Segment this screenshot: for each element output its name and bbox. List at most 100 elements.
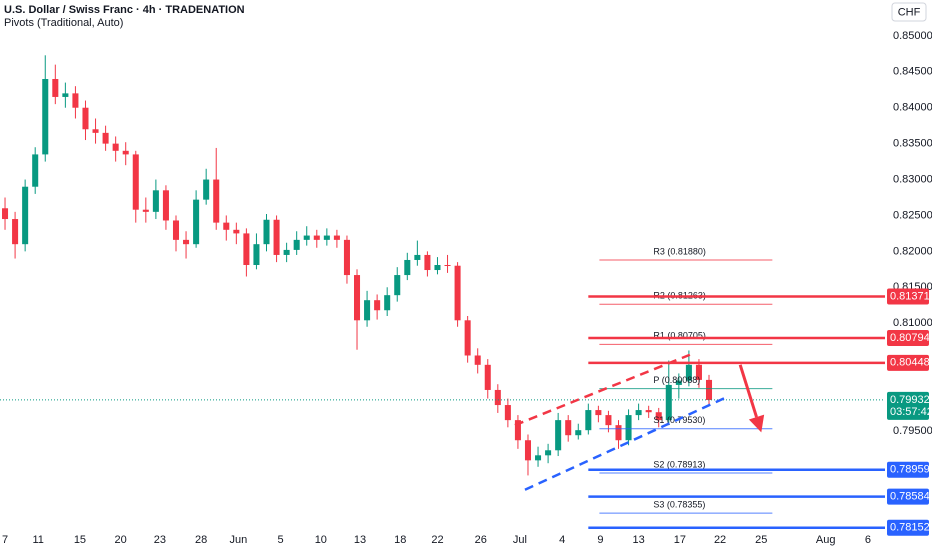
currency-button[interactable] bbox=[891, 2, 927, 22]
candle-body bbox=[323, 235, 330, 240]
candle-body bbox=[615, 425, 622, 441]
x-tick-label: 13 bbox=[354, 534, 366, 546]
candle-body bbox=[263, 219, 270, 245]
candle-body bbox=[705, 379, 713, 401]
chart-title: U.S. Dollar / Swiss Franc · 4h · TRADENA… bbox=[4, 4, 245, 16]
countdown-label: 03:57:42 bbox=[890, 406, 932, 418]
candle-body bbox=[193, 199, 200, 245]
y-tick-label: 0.82500 bbox=[893, 209, 932, 221]
candle-body bbox=[665, 384, 672, 421]
candle-body bbox=[545, 450, 552, 456]
candle-body bbox=[203, 179, 210, 200]
last-price-tag bbox=[887, 391, 929, 420]
x-tick-label: 23 bbox=[154, 534, 166, 546]
key-level-tag-label: 0.80794 bbox=[890, 332, 930, 344]
x-tick-label: 25 bbox=[755, 534, 767, 546]
candle-body bbox=[414, 254, 421, 260]
candle-body bbox=[464, 320, 471, 356]
key-level-tag-label: 0.81371 bbox=[890, 290, 930, 302]
key-level-tag bbox=[887, 329, 929, 346]
candle-body bbox=[434, 265, 441, 271]
candle-body bbox=[283, 249, 290, 255]
x-tick-label: 6 bbox=[865, 534, 871, 546]
candle-body bbox=[62, 93, 69, 97]
candle-body bbox=[152, 190, 159, 212]
y-tick-label: 0.84000 bbox=[893, 102, 932, 114]
y-tick-label: 0.79500 bbox=[893, 425, 932, 437]
candle-body bbox=[384, 295, 391, 311]
candle-body bbox=[82, 107, 89, 130]
candle-body bbox=[32, 154, 39, 187]
x-tick-label: 26 bbox=[475, 534, 487, 546]
candle-body bbox=[595, 410, 602, 416]
y-tick-label: 0.85000 bbox=[893, 30, 932, 42]
candle-body bbox=[112, 143, 119, 151]
key-level-tag bbox=[887, 488, 929, 505]
candle-body bbox=[333, 235, 340, 240]
pivot-label: R1 (0.80705) bbox=[653, 331, 706, 341]
chart-subtitle: Pivots (Traditional, Auto) bbox=[4, 17, 123, 29]
x-tick-label: 11 bbox=[33, 534, 44, 546]
plot-area bbox=[2, 55, 713, 476]
arrow-shaft bbox=[738, 364, 758, 418]
candle-body bbox=[313, 235, 320, 240]
y-tick-label: 0.84500 bbox=[893, 66, 932, 78]
y-tick-label: 0.83000 bbox=[893, 173, 932, 185]
candle-body bbox=[524, 440, 531, 461]
pivot-label: S3 (0.78355) bbox=[653, 499, 705, 509]
x-tick-label: Jun bbox=[229, 534, 247, 546]
candle-body bbox=[444, 265, 451, 266]
x-tick-label: 15 bbox=[74, 534, 86, 546]
candle-body bbox=[142, 209, 149, 212]
candle-body bbox=[424, 254, 431, 271]
candle-body bbox=[635, 410, 642, 416]
x-tick-label: 13 bbox=[632, 534, 644, 546]
key-level-tag bbox=[887, 461, 929, 478]
candle-body bbox=[394, 275, 401, 296]
candle-body bbox=[2, 208, 9, 220]
candle-body bbox=[404, 259, 411, 276]
candle-body bbox=[162, 190, 169, 221]
candle-body bbox=[504, 405, 511, 421]
candle-body bbox=[354, 275, 361, 321]
x-tick-label: 28 bbox=[195, 534, 207, 546]
candle-body bbox=[42, 78, 49, 155]
x-tick-label: 9 bbox=[597, 534, 603, 546]
candle-body bbox=[675, 380, 682, 385]
candle-body bbox=[685, 364, 692, 381]
candle-body bbox=[293, 239, 300, 250]
candle-body bbox=[223, 222, 230, 230]
x-tick-label: 18 bbox=[394, 534, 406, 546]
key-level-tag-label: 0.78152 bbox=[890, 522, 930, 534]
candle-body bbox=[625, 415, 632, 441]
x-tick-label: 5 bbox=[278, 534, 284, 546]
candle-body bbox=[122, 150, 129, 155]
currency-button-label[interactable]: CHF bbox=[898, 6, 921, 18]
candle-body bbox=[695, 364, 702, 380]
y-tick-label: 0.81000 bbox=[893, 317, 932, 329]
x-tick-label: 20 bbox=[115, 534, 127, 546]
candle-body bbox=[92, 129, 99, 133]
pivot-label: R3 (0.81880) bbox=[653, 246, 706, 256]
candle-body bbox=[575, 430, 582, 436]
last-price-tag-label: 0.79932 bbox=[890, 394, 930, 406]
pivot-label: P (0.80088) bbox=[653, 375, 700, 385]
candle-body bbox=[72, 93, 79, 108]
key-level-tag bbox=[887, 519, 929, 536]
x-tick-label: 10 bbox=[315, 534, 327, 546]
y-tick-label: 0.83500 bbox=[893, 138, 932, 150]
x-tick-label: Jul bbox=[513, 534, 527, 546]
candle-body bbox=[565, 420, 572, 436]
candle-body bbox=[233, 229, 240, 234]
candle-body bbox=[645, 410, 652, 413]
candle-body bbox=[183, 239, 190, 245]
key-level-tag-label: 0.78584 bbox=[890, 491, 930, 503]
x-tick-label: 4 bbox=[559, 534, 565, 546]
x-tick-label: Aug bbox=[816, 534, 836, 546]
x-tick-label: 17 bbox=[674, 534, 686, 546]
x-tick-label: 22 bbox=[431, 534, 443, 546]
candle-body bbox=[102, 132, 109, 144]
candle-body bbox=[555, 420, 562, 451]
candle-body bbox=[374, 300, 381, 311]
